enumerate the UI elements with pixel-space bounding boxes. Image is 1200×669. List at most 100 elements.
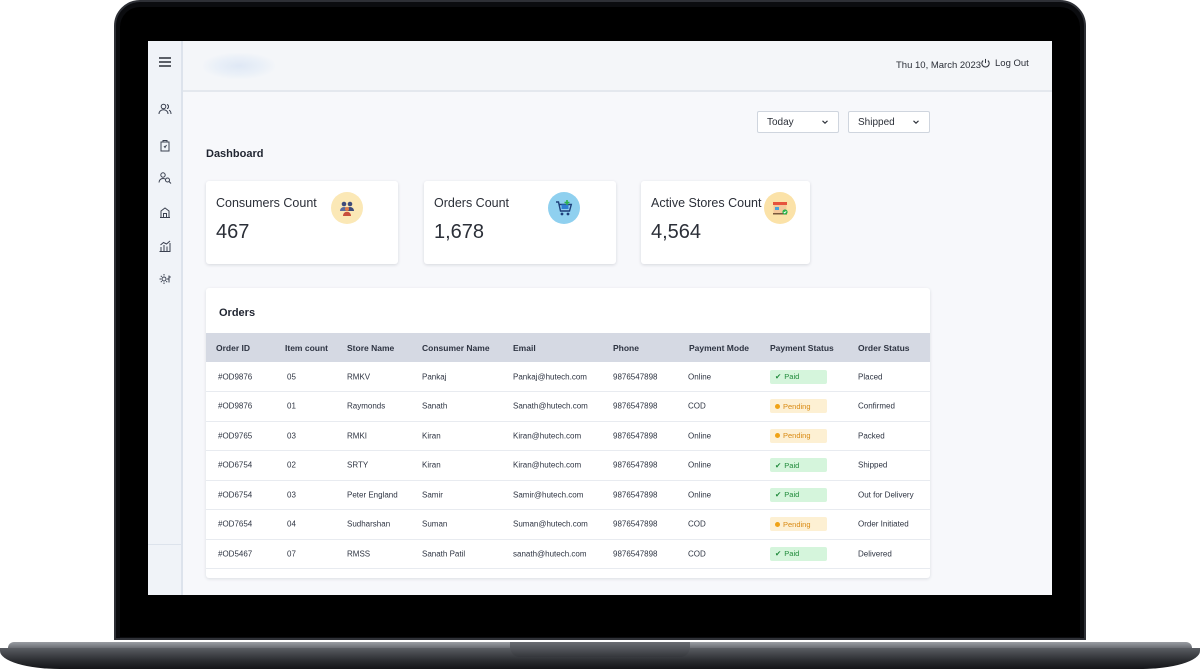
column-header: Store Name: [347, 343, 395, 353]
sidebar-item-stores[interactable]: [157, 204, 173, 220]
pending-dot-icon: [775, 521, 780, 527]
table-cell-id: #OD9876: [218, 401, 253, 411]
table-cell-status: Placed: [858, 372, 883, 381]
table-cell-consumer: Sanath: [422, 401, 448, 411]
sidebar-item-consumers[interactable]: [157, 170, 173, 186]
table-cell-email[interactable]: Samir@hutech.com: [513, 490, 584, 499]
table-cell-store: Raymonds: [347, 401, 386, 411]
table-row[interactable]: #OD7654 04 Sudharshan Suman Suman@hutech.com…: [206, 510, 930, 540]
table-cell-mode: Online: [688, 372, 712, 381]
header-date: Thu 10, March 2023: [896, 60, 982, 71]
column-header: Consumer Name: [422, 343, 490, 353]
table-cell-mode: Online: [688, 431, 712, 440]
table-row[interactable]: #OD9765 03 RMKI Kiran Kiran@hutech.com 987654…: [206, 421, 930, 451]
table-cell-mode: COD: [688, 401, 706, 411]
table-cell-email[interactable]: Suman@hutech.com: [513, 519, 588, 529]
table-cell-status: Out for Delivery: [858, 490, 914, 499]
sidebar-item-products[interactable]: [157, 137, 173, 153]
table-row[interactable]: #OD6754 03 Peter England Samir Samir@hutech.…: [206, 480, 930, 510]
table-cell-items: 07: [287, 549, 296, 558]
payment-status-badge: Pending: [770, 517, 827, 531]
table-cell-items: 01: [287, 401, 296, 411]
payment-status-label: Pending: [783, 431, 811, 440]
logout-button[interactable]: Log Out: [980, 58, 1029, 69]
column-header: Order ID: [216, 343, 251, 353]
table-cell-phone: 9876547898: [613, 372, 658, 381]
laptop-base: [0, 630, 1200, 669]
power-icon: [981, 58, 990, 68]
table-cell-items: 04: [287, 519, 296, 529]
consumers-count-card: Consumers Count 467: [206, 181, 398, 264]
payment-status-badge: Pending: [770, 399, 827, 413]
table-cell-id: #OD7654: [218, 519, 253, 529]
card-value: 4,564: [651, 221, 702, 243]
table-cell-email[interactable]: Kiran@hutech.com: [513, 431, 582, 440]
table-cell-phone: 9876547898: [613, 460, 658, 470]
table-cell-consumer: Sanath Patil: [422, 549, 466, 558]
page-title: Dashboard: [206, 148, 264, 160]
column-header: Phone: [613, 343, 639, 353]
orders-title: Orders: [219, 307, 256, 319]
status-select[interactable]: Shipped: [848, 111, 930, 133]
table-cell-status: Shipped: [858, 460, 888, 470]
payment-status-badge: ✔ Paid: [770, 458, 827, 472]
table-cell-phone: 9876547898: [613, 490, 658, 499]
table-cell-items: 05: [287, 372, 296, 381]
table-cell-store: Sudharshan: [347, 519, 391, 529]
table-cell-email[interactable]: Sanath@hutech.com: [513, 401, 588, 411]
cart-icon: [548, 192, 580, 224]
table-cell-consumer: Samir: [422, 490, 443, 499]
sidebar-item-settings[interactable]: [157, 271, 173, 287]
table-cell-email[interactable]: sanath@hutech.com: [513, 549, 587, 558]
card-value: 1,678: [434, 221, 485, 243]
app-screen: Thu 10, March 2023 Log Out Today Shipped…: [148, 41, 1052, 595]
check-icon: ✔: [775, 490, 782, 499]
table-cell-store: Peter England: [347, 490, 398, 499]
table-cell-status: Order Initiated: [858, 519, 909, 529]
column-header: Order Status: [858, 343, 910, 353]
table-row[interactable]: #OD9876 05 RMKV Pankaj Pankaj@hutech.com 9876…: [206, 362, 930, 392]
table-row[interactable]: #OD6754 02 SRTY Kiran Kiran@hutech.com 987654…: [206, 451, 930, 481]
table-cell-store: RMKI: [347, 431, 367, 440]
menu-icon[interactable]: [157, 54, 173, 70]
table-cell-mode: Online: [688, 490, 712, 499]
table-cell-consumer: Suman: [422, 519, 448, 529]
check-icon: ✔: [775, 372, 782, 381]
period-select[interactable]: Today: [757, 111, 839, 133]
table-cell-phone: 9876547898: [613, 519, 658, 529]
table-row[interactable]: #OD9876 01 Raymonds Sanath Sanath@hutech.com…: [206, 392, 930, 422]
column-header: Email: [513, 343, 536, 353]
payment-status-badge: ✔ Paid: [770, 546, 827, 561]
card-label: Consumers Count: [216, 196, 317, 210]
table-cell-items: 03: [287, 490, 296, 499]
table-cell-store: RMSS: [347, 549, 371, 558]
orders-count-card: Orders Count 1,678: [424, 181, 616, 264]
table-cell-status: Delivered: [858, 549, 892, 558]
payment-status-label: Pending: [783, 401, 811, 411]
sidebar-item-reports[interactable]: [157, 238, 173, 254]
store-icon: [764, 192, 796, 224]
topbar: Thu 10, March 2023 Log Out: [183, 41, 1052, 92]
laptop-base-body: [0, 648, 1200, 669]
payment-status-label: Pending: [783, 519, 811, 529]
table-cell-items: 03: [287, 431, 296, 440]
column-header: Payment Mode: [689, 343, 749, 353]
sidebar-item-users[interactable]: [157, 101, 173, 117]
table-cell-email[interactable]: Kiran@hutech.com: [513, 460, 582, 470]
payment-status-label: Paid: [784, 372, 800, 381]
card-label: Orders Count: [434, 196, 510, 210]
table-row[interactable]: #OD5467 07 RMSS Sanath Patil sanath@hutech.c…: [206, 539, 930, 569]
table-cell-store: SRTY: [347, 460, 369, 470]
sidebar: [148, 41, 183, 595]
table-header: Order ID Item count Store Name Consumer …: [206, 333, 930, 362]
card-label: Active Stores Count: [651, 196, 762, 210]
check-icon: ✔: [775, 549, 782, 558]
chevron-down-icon: [822, 120, 828, 124]
orders-table: Orders Order ID Item count Store Name Co…: [206, 288, 930, 578]
table-cell-id: #OD5467: [218, 549, 253, 558]
table-cell-email[interactable]: Pankaj@hutech.com: [513, 372, 587, 381]
table-cell-id: #OD9876: [218, 372, 253, 381]
table-cell-phone: 9876547898: [613, 549, 658, 558]
table-cell-items: 02: [287, 460, 296, 470]
